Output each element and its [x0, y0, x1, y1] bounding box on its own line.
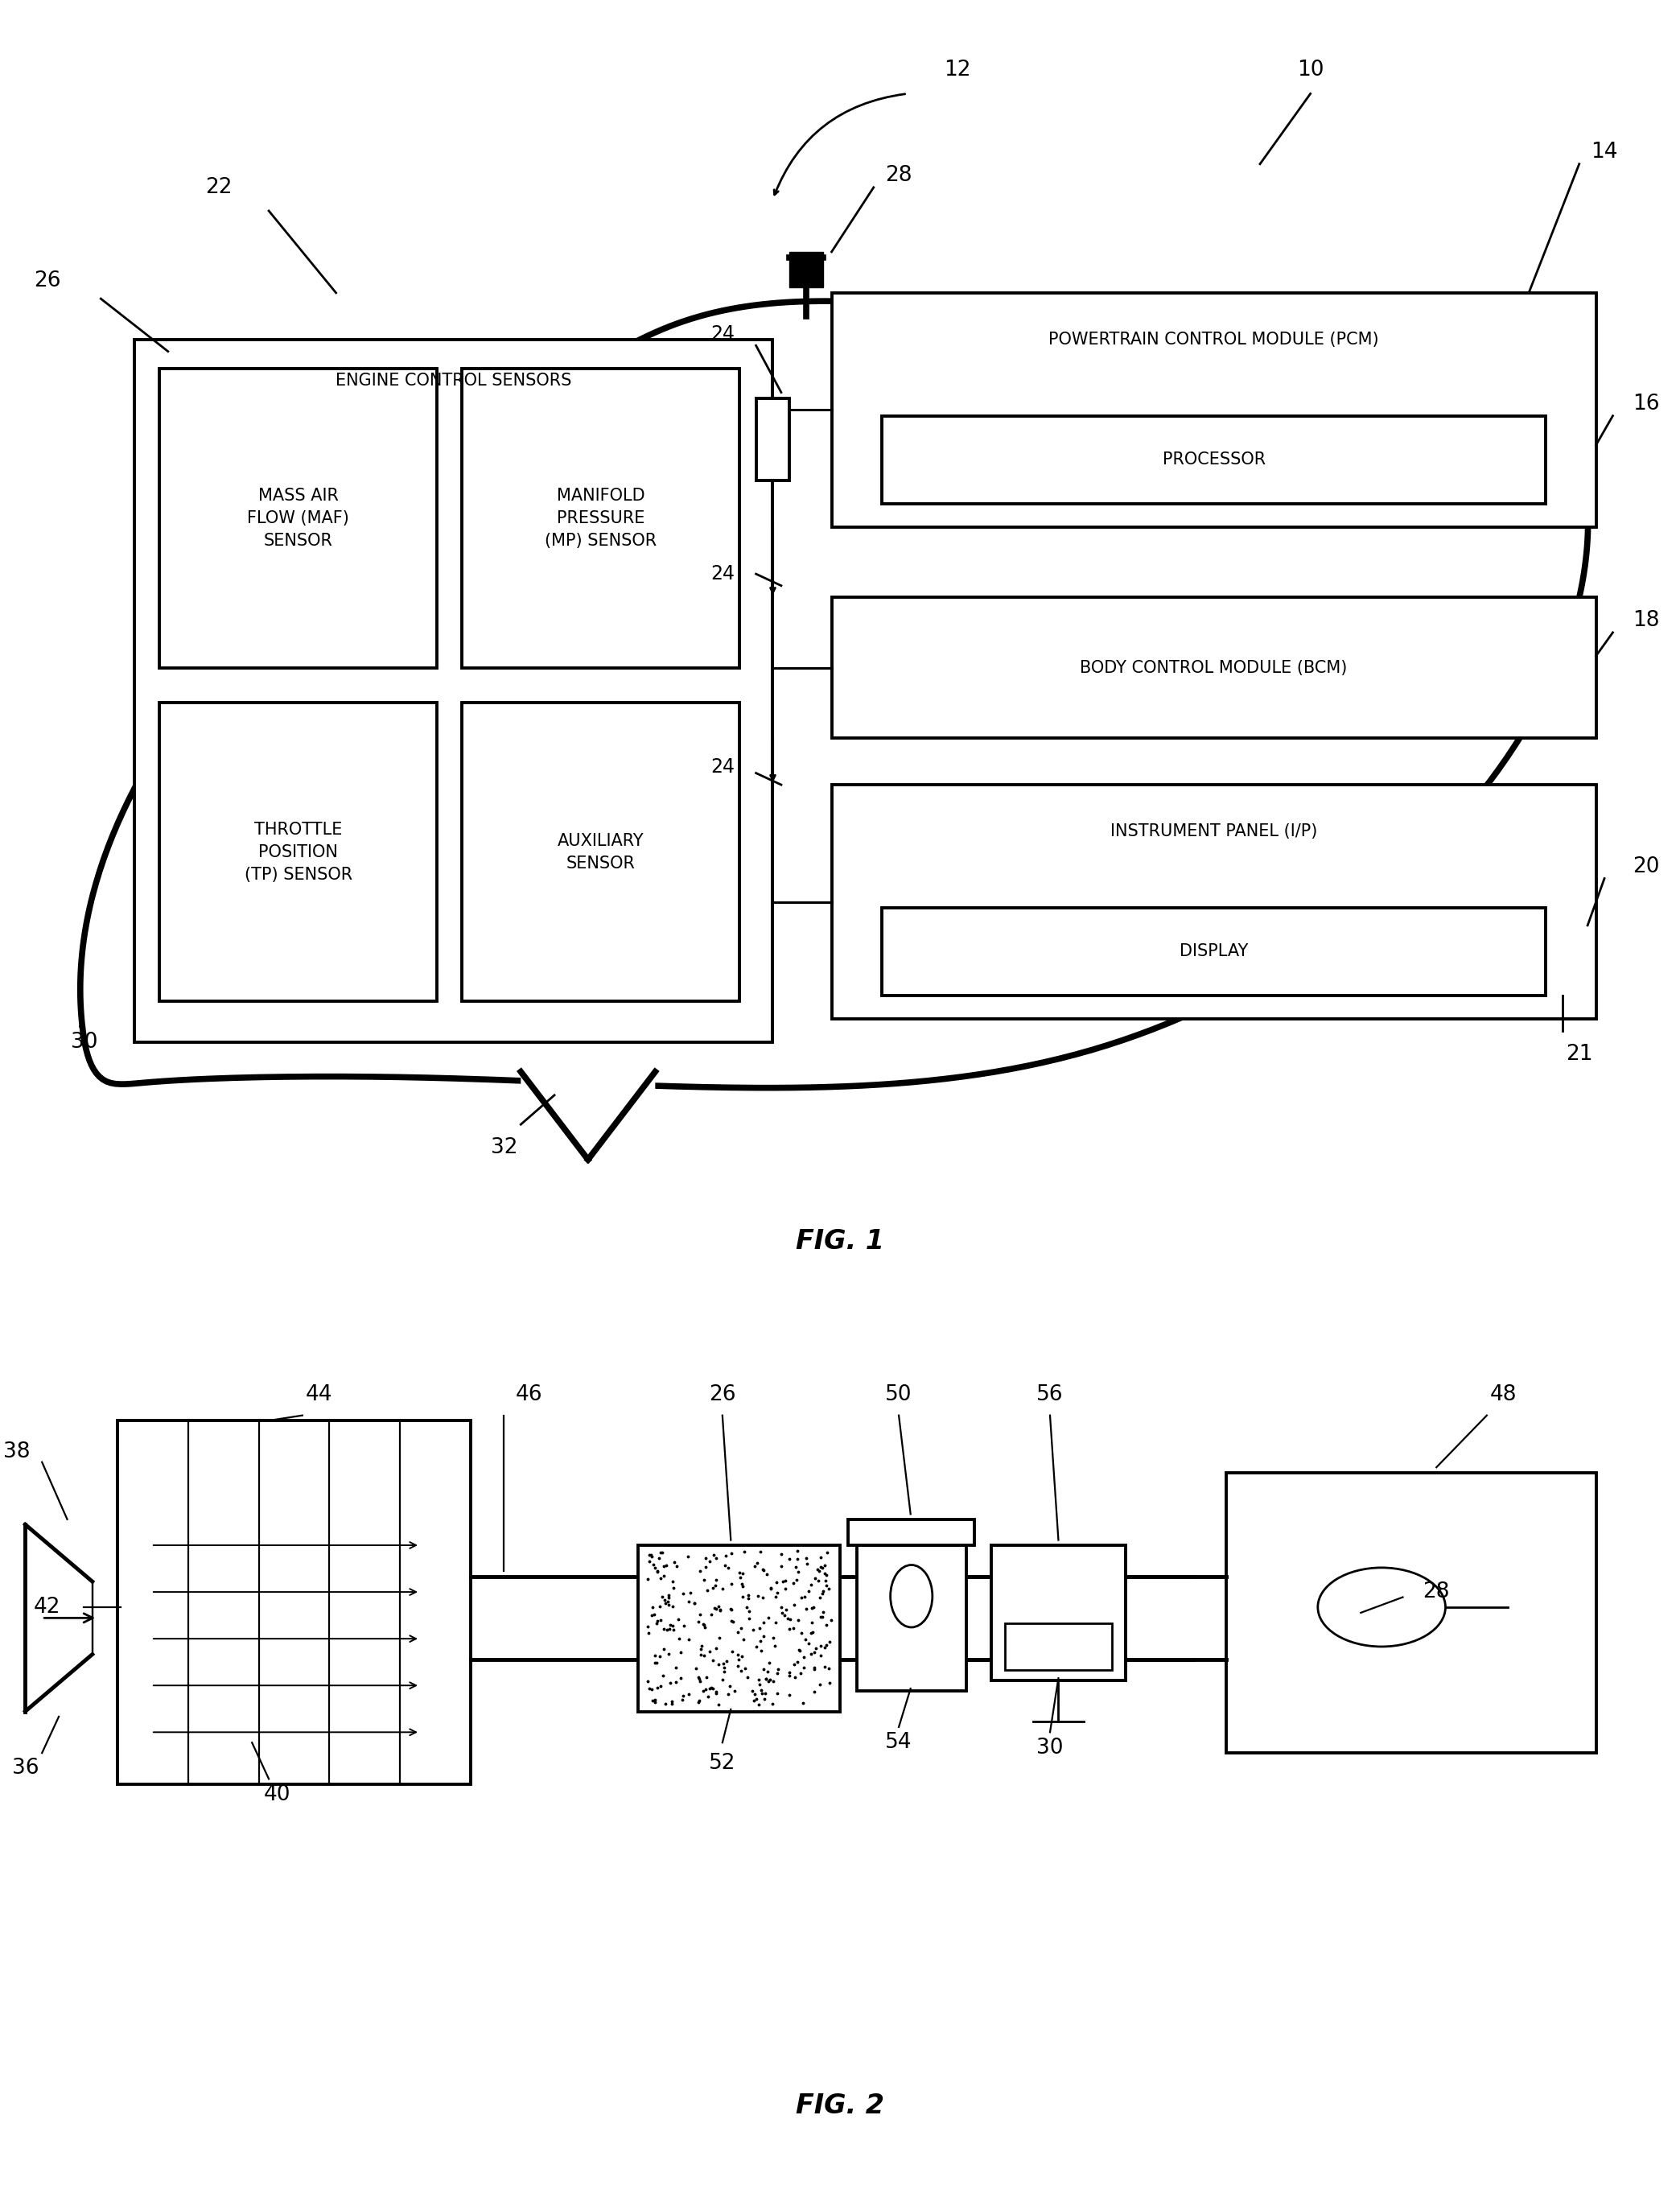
FancyBboxPatch shape — [160, 369, 437, 667]
FancyBboxPatch shape — [134, 340, 773, 1043]
Text: 44: 44 — [306, 1383, 333, 1406]
Text: INSTRUMENT PANEL (I/P): INSTRUMENT PANEL (I/P) — [1110, 824, 1317, 840]
FancyBboxPatch shape — [848, 1518, 974, 1545]
FancyBboxPatch shape — [790, 252, 823, 287]
Text: 38: 38 — [3, 1441, 30, 1463]
Text: 28: 28 — [885, 166, 912, 186]
Text: 16: 16 — [1633, 393, 1660, 415]
FancyBboxPatch shape — [756, 398, 790, 480]
FancyBboxPatch shape — [832, 294, 1596, 528]
FancyBboxPatch shape — [462, 369, 739, 667]
FancyBboxPatch shape — [160, 703, 437, 1001]
Text: 54: 54 — [885, 1733, 912, 1753]
Text: 10: 10 — [1297, 60, 1324, 82]
Text: 48: 48 — [1490, 1383, 1517, 1406]
Text: BODY CONTROL MODULE (BCM): BODY CONTROL MODULE (BCM) — [1080, 659, 1347, 676]
Text: MANIFOLD
PRESSURE
(MP) SENSOR: MANIFOLD PRESSURE (MP) SENSOR — [544, 488, 657, 548]
Text: 46: 46 — [516, 1383, 543, 1406]
Text: 14: 14 — [1591, 141, 1618, 164]
Text: 22: 22 — [205, 177, 232, 199]
FancyBboxPatch shape — [832, 785, 1596, 1019]
FancyBboxPatch shape — [832, 597, 1596, 738]
Text: 24: 24 — [711, 325, 734, 343]
Text: 26: 26 — [709, 1383, 736, 1406]
Text: 42: 42 — [34, 1598, 60, 1618]
Text: 24: 24 — [711, 758, 734, 778]
FancyBboxPatch shape — [118, 1421, 470, 1783]
Text: AUXILIARY
SENSOR: AUXILIARY SENSOR — [558, 833, 643, 871]
Text: THROTTLE
POSITION
(TP) SENSOR: THROTTLE POSITION (TP) SENSOR — [244, 822, 353, 882]
Text: 40: 40 — [264, 1783, 291, 1806]
Text: FIG. 1: FIG. 1 — [796, 1229, 884, 1255]
FancyBboxPatch shape — [857, 1545, 966, 1691]
FancyBboxPatch shape — [991, 1545, 1126, 1680]
Text: 56: 56 — [1037, 1383, 1063, 1406]
Text: DISPLAY: DISPLAY — [1179, 944, 1248, 959]
FancyBboxPatch shape — [638, 1545, 840, 1711]
FancyBboxPatch shape — [462, 703, 739, 1001]
Circle shape — [1317, 1567, 1445, 1646]
FancyBboxPatch shape — [1226, 1472, 1596, 1753]
Text: 20: 20 — [1633, 855, 1660, 877]
Text: POWERTRAIN CONTROL MODULE (PCM): POWERTRAIN CONTROL MODULE (PCM) — [1048, 332, 1379, 347]
Polygon shape — [521, 1072, 655, 1160]
FancyBboxPatch shape — [1005, 1622, 1112, 1671]
Text: PROCESSOR: PROCESSOR — [1163, 451, 1265, 469]
Text: 21: 21 — [1566, 1043, 1593, 1065]
Text: 32: 32 — [491, 1138, 517, 1158]
Ellipse shape — [890, 1565, 932, 1627]
Text: ENGINE CONTROL SENSORS: ENGINE CONTROL SENSORS — [336, 373, 571, 389]
Text: 26: 26 — [34, 270, 60, 292]
Text: 30: 30 — [1037, 1737, 1063, 1759]
Text: 24: 24 — [711, 564, 734, 583]
Text: 50: 50 — [885, 1383, 912, 1406]
FancyBboxPatch shape — [882, 415, 1546, 504]
Text: 12: 12 — [944, 60, 971, 82]
Text: FIG. 2: FIG. 2 — [796, 2093, 884, 2119]
FancyBboxPatch shape — [882, 908, 1546, 995]
Text: MASS AIR
FLOW (MAF)
SENSOR: MASS AIR FLOW (MAF) SENSOR — [247, 488, 349, 548]
Text: 18: 18 — [1633, 610, 1660, 632]
Text: 36: 36 — [12, 1759, 39, 1779]
Text: 30: 30 — [71, 1032, 97, 1052]
Polygon shape — [521, 1072, 655, 1171]
Text: 28: 28 — [1423, 1582, 1450, 1602]
Text: 52: 52 — [709, 1753, 736, 1775]
